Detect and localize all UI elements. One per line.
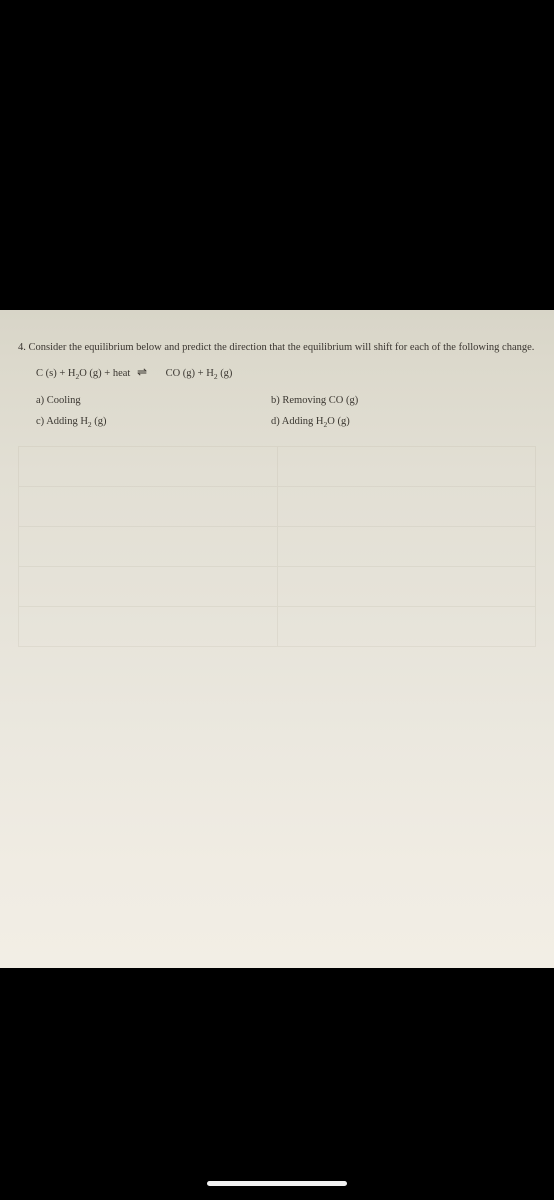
equation-lhs-1: C (s) + H — [36, 368, 75, 379]
equation-lhs-2: O (g) + heat — [79, 368, 130, 379]
table-row — [19, 447, 536, 487]
question-content: 4. Consider the equilibrium below and pr… — [0, 310, 554, 647]
option-c: c) Adding H2 (g) — [36, 414, 271, 430]
option-b: b) Removing CO (g) — [271, 393, 536, 409]
equation-rhs-2: (g) — [218, 368, 233, 379]
equilibrium-arrow-icon — [137, 364, 159, 383]
option-d: d) Adding H2O (g) — [271, 414, 536, 430]
document-page: 4. Consider the equilibrium below and pr… — [0, 310, 554, 968]
question-number: 4. — [18, 342, 26, 353]
table-row — [19, 487, 536, 527]
options-row-1: a) Cooling b) Removing CO (g) — [18, 393, 536, 409]
option-d-post: O (g) — [327, 416, 349, 427]
equation-rhs-1: CO (g) + H — [166, 368, 214, 379]
table-row — [19, 567, 536, 607]
faint-background-table — [18, 446, 536, 647]
option-d-pre: d) Adding H — [271, 416, 324, 427]
question-text: Consider the equilibrium below and predi… — [29, 342, 535, 353]
question-intro: 4. Consider the equilibrium below and pr… — [18, 340, 536, 356]
equation: C (s) + H2O (g) + heat CO (g) + H2 (g) — [18, 364, 536, 383]
table-row — [19, 607, 536, 647]
home-indicator[interactable] — [207, 1181, 347, 1186]
option-c-post: (g) — [92, 416, 107, 427]
table-row — [19, 527, 536, 567]
option-a: a) Cooling — [36, 393, 271, 409]
option-c-pre: c) Adding H — [36, 416, 88, 427]
options-row-2: c) Adding H2 (g) d) Adding H2O (g) — [18, 414, 536, 430]
